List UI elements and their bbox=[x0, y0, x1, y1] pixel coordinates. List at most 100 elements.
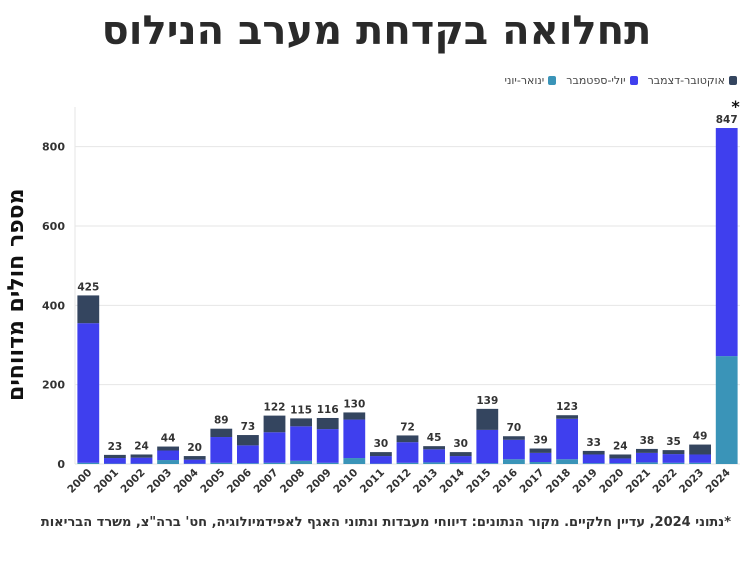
total-label: 123 bbox=[556, 401, 578, 413]
legend-label-jan-jun: ינואר-יוני bbox=[504, 74, 545, 87]
x-tick-label: 2022 bbox=[650, 467, 679, 496]
total-labels: 425 23 24 44 20 89 73 122 115 116 130 30 72 45 30 139 70… bbox=[77, 97, 740, 454]
x-tick-label: 2012 bbox=[384, 467, 413, 496]
bar-segment bbox=[449, 456, 472, 463]
legend-label-jul-sep: יולי-ספטמבר bbox=[566, 74, 626, 87]
bar-segment bbox=[635, 452, 658, 463]
total-label: 130 bbox=[343, 398, 365, 410]
x-tick-label: 2004 bbox=[172, 467, 201, 496]
total-label: 425 bbox=[77, 281, 99, 293]
bar-segment bbox=[609, 463, 632, 464]
total-label: 847 bbox=[716, 114, 738, 126]
x-tick-label: 2009 bbox=[305, 467, 334, 496]
bar-segment bbox=[396, 462, 419, 464]
bar-segment bbox=[343, 419, 366, 459]
bar-segment bbox=[476, 408, 499, 430]
total-label: 33 bbox=[586, 437, 601, 449]
bar-segment bbox=[290, 426, 313, 461]
bar-segment bbox=[556, 418, 579, 460]
total-label: 89 bbox=[214, 415, 229, 427]
bar-segment bbox=[529, 462, 552, 464]
total-label: 122 bbox=[264, 402, 286, 414]
bar-segment bbox=[157, 460, 180, 464]
bar-segment bbox=[556, 415, 579, 419]
x-tick-label: 2020 bbox=[597, 467, 626, 496]
bar-segment bbox=[343, 412, 366, 420]
bar-segment bbox=[157, 446, 180, 451]
bar-segment bbox=[316, 429, 339, 463]
bar-segment bbox=[263, 432, 286, 463]
total-label: 20 bbox=[187, 442, 202, 454]
bar-segment bbox=[582, 454, 605, 464]
bar-segment bbox=[689, 462, 712, 464]
legend-item-jul-sep[interactable]: יולי-ספטמבר bbox=[566, 74, 638, 87]
x-tick-label: 2013 bbox=[411, 467, 440, 496]
bar-segment bbox=[715, 128, 738, 357]
bar-segment bbox=[635, 462, 658, 464]
bar-segment bbox=[502, 439, 525, 460]
bar-segment bbox=[316, 417, 339, 430]
x-tick-label: 2015 bbox=[464, 467, 493, 496]
total-label: 72 bbox=[400, 421, 415, 433]
legend-swatch-oct-dec bbox=[729, 76, 737, 85]
bar-segment bbox=[183, 459, 206, 464]
bar-segment bbox=[210, 428, 233, 438]
y-tick-label: 600 bbox=[42, 220, 65, 233]
bar-segment bbox=[263, 415, 286, 433]
bar-segment bbox=[582, 450, 605, 455]
total-label: 115 bbox=[290, 404, 312, 416]
x-tick-label: 2018 bbox=[544, 467, 573, 496]
legend-swatch-jan-jun bbox=[548, 76, 557, 85]
total-label: 49 bbox=[693, 431, 708, 443]
total-label: 23 bbox=[108, 441, 123, 453]
y-tick-label: 400 bbox=[42, 299, 65, 312]
bar-segment bbox=[77, 323, 100, 463]
total-label: 24 bbox=[134, 440, 149, 452]
x-tick-label: 2019 bbox=[571, 467, 600, 496]
total-label: 44 bbox=[161, 433, 176, 445]
x-tick-label: 2021 bbox=[624, 467, 653, 496]
bar-segment bbox=[210, 437, 233, 463]
bars bbox=[77, 128, 738, 464]
bar-segment bbox=[529, 452, 552, 463]
bar-segment bbox=[609, 454, 632, 459]
total-label: 30 bbox=[374, 438, 389, 450]
total-label: 39 bbox=[533, 435, 548, 447]
bar-segment bbox=[130, 457, 153, 464]
x-tick-label: 2008 bbox=[278, 467, 307, 496]
bar-segment bbox=[662, 450, 685, 455]
bar-segment bbox=[689, 444, 712, 455]
bar-segment bbox=[236, 435, 259, 446]
bar-segment bbox=[449, 452, 472, 457]
bar-segment bbox=[290, 418, 313, 427]
bar-segment bbox=[77, 295, 100, 324]
footnote: *נתוני 2024, עדיין חלקיים. מקור הנתונים:… bbox=[40, 515, 731, 530]
bar-segment bbox=[609, 458, 632, 464]
total-label: 73 bbox=[241, 421, 256, 433]
bar-segment bbox=[423, 462, 446, 464]
total-label: 38 bbox=[640, 435, 655, 447]
bar-segment bbox=[715, 356, 738, 464]
bar-segment bbox=[449, 462, 472, 464]
bar-segment bbox=[502, 459, 525, 464]
x-tick-label: 2014 bbox=[438, 467, 467, 496]
x-tick-label: 2023 bbox=[677, 467, 706, 496]
legend-label-oct-dec: אוקטובר-דצמבר bbox=[647, 74, 725, 87]
y-tick-labels: 0 200 400 600 800 bbox=[42, 141, 65, 471]
chart-legend: אוקטובר-דצמבר יולי-ספטמבר ינואר-יוני bbox=[505, 74, 737, 87]
x-tick-label: 2016 bbox=[491, 467, 520, 496]
x-tick-label: 2010 bbox=[331, 467, 360, 496]
bar-segment bbox=[236, 463, 259, 464]
bar-segment bbox=[662, 462, 685, 464]
x-tick-label: 2002 bbox=[118, 467, 147, 496]
legend-item-oct-dec[interactable]: אוקטובר-דצמבר bbox=[648, 74, 737, 87]
bar-segment bbox=[316, 462, 339, 464]
bar-segment bbox=[476, 429, 499, 464]
total-label: 45 bbox=[427, 432, 442, 444]
total-label: 30 bbox=[453, 438, 468, 450]
chart-title: תחלואה בקדחת מערב הנילוס bbox=[101, 8, 652, 54]
bar-segment bbox=[210, 462, 233, 464]
bar-chart: 0 200 400 600 800 425 23 24 44 20 89 73 122 115 116 13… bbox=[42, 97, 740, 496]
bar-segment bbox=[396, 435, 419, 443]
legend-item-jan-jun[interactable]: ינואר-יוני bbox=[505, 74, 557, 87]
